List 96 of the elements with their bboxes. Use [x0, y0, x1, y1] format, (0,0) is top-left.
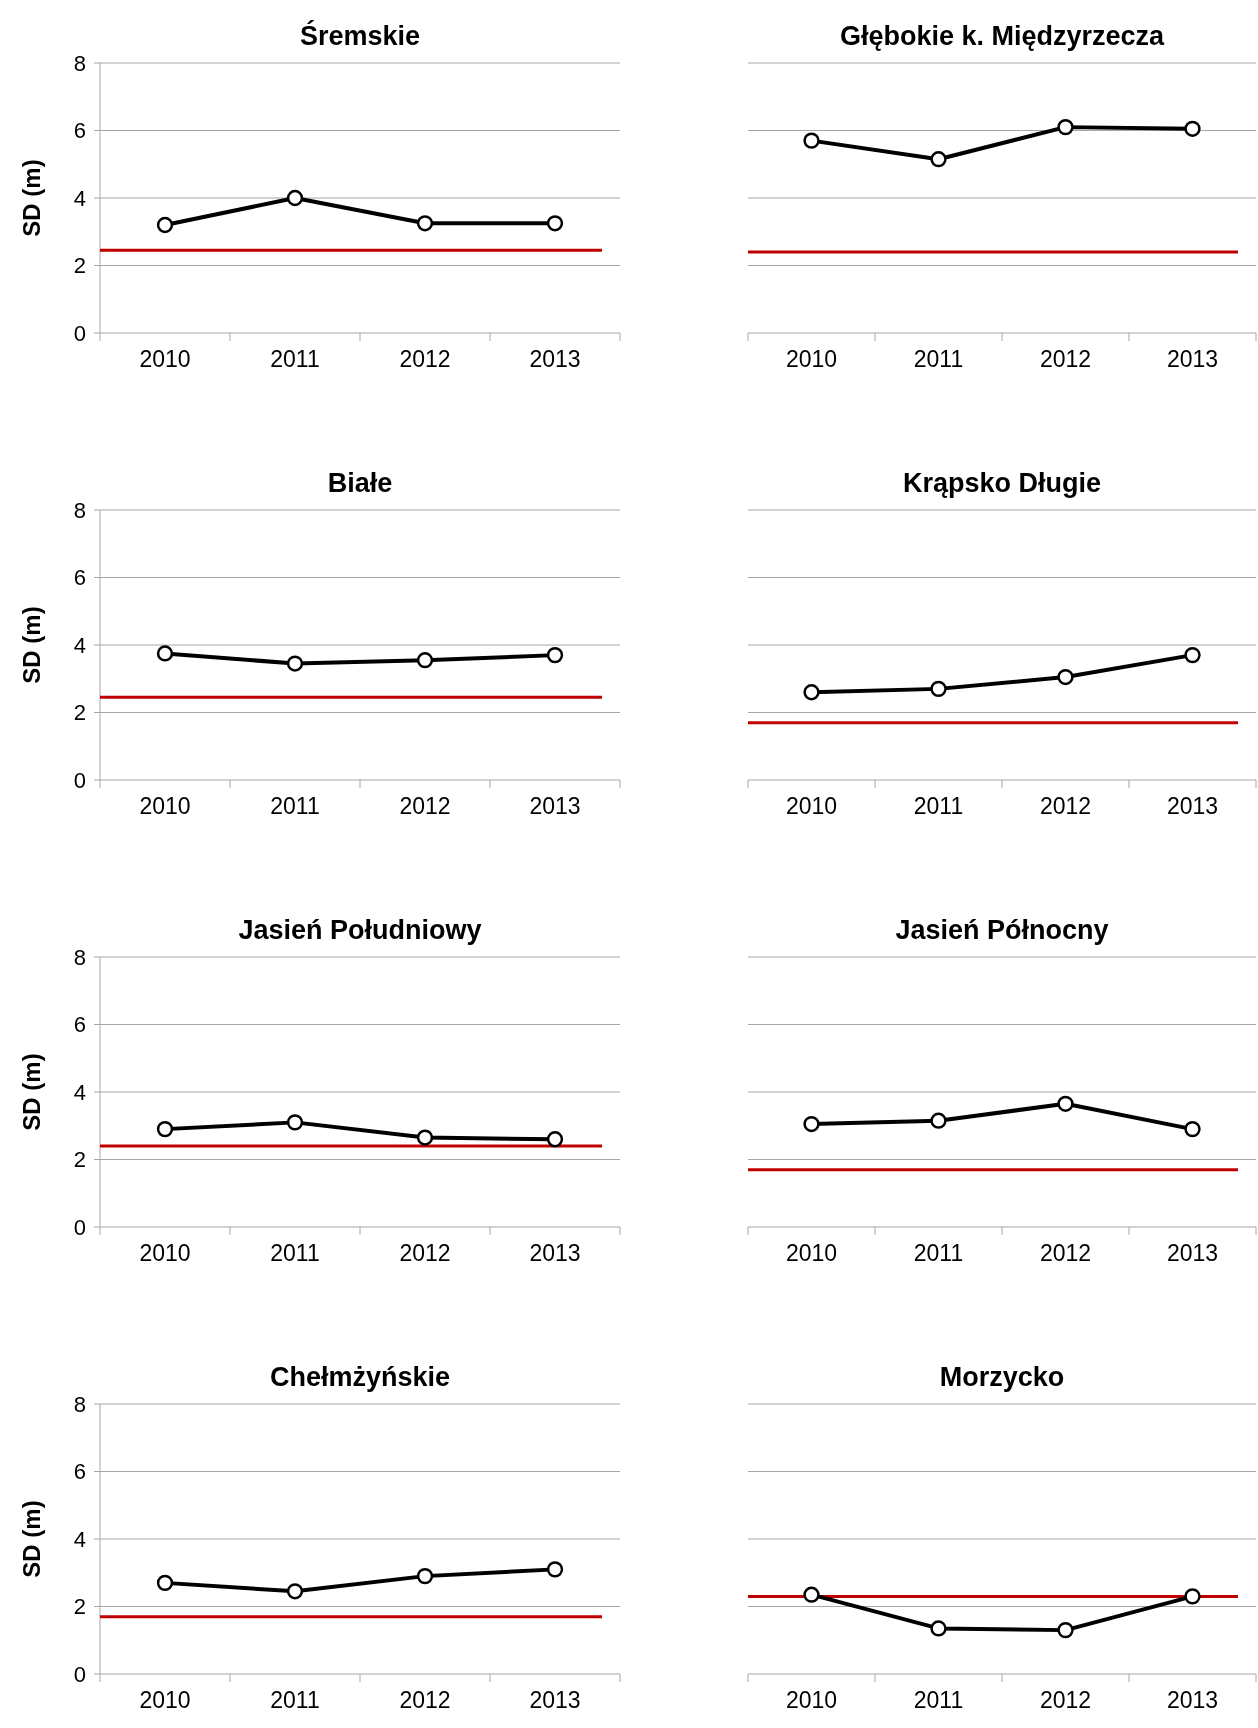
point — [803, 1115, 820, 1133]
point — [1184, 646, 1201, 664]
x-tick-label: 2011 — [913, 346, 964, 372]
point — [156, 645, 174, 662]
point — [1057, 1621, 1074, 1639]
x-tick-label: 2012 — [399, 1687, 451, 1713]
x-tick-label: 2011 — [913, 1687, 964, 1713]
x-tick-label: 2011 — [913, 1240, 964, 1266]
y-tick-label: 8 — [73, 497, 86, 523]
y-tick-label: 4 — [73, 1526, 86, 1552]
x-tick-label: 2011 — [270, 793, 320, 819]
point — [416, 1129, 434, 1146]
point — [930, 1112, 947, 1129]
x-tick-label: 2010 — [785, 346, 838, 372]
chart-title: Chełmżyńskie — [269, 1362, 451, 1392]
y-tick-label: 4 — [73, 1079, 86, 1105]
x-tick-label: 2010 — [785, 1687, 838, 1713]
y-tick-label: 6 — [73, 118, 86, 144]
point — [1184, 1588, 1201, 1605]
y-tick-label: 4 — [73, 185, 86, 211]
point — [546, 1561, 564, 1578]
chart-title: Głębokie k. Międzyrzecza — [839, 21, 1166, 51]
point — [546, 646, 564, 664]
point — [416, 1567, 434, 1585]
chart-title: Białe — [327, 468, 393, 498]
y-tick-label: 0 — [73, 320, 86, 346]
point — [286, 1114, 304, 1131]
y-tick-label: 0 — [73, 767, 86, 793]
y-axis-title: SD (m) — [18, 1053, 45, 1131]
point — [1057, 668, 1074, 686]
point — [803, 1586, 820, 1603]
x-tick-label: 2013 — [1166, 1687, 1219, 1713]
x-tick-label: 2013 — [529, 1687, 581, 1713]
chart-title: Jasień Południowy — [238, 915, 482, 945]
point — [1184, 120, 1201, 137]
x-tick-label: 2013 — [1166, 793, 1219, 819]
point — [286, 1583, 304, 1600]
x-tick-label: 2013 — [1166, 1240, 1219, 1266]
y-tick-label: 4 — [73, 632, 86, 658]
point — [546, 215, 564, 232]
chart-title: Śremskie — [299, 20, 421, 51]
point — [930, 680, 947, 698]
y-tick-label: 6 — [73, 565, 86, 591]
chart-title: Morzycko — [939, 1362, 1065, 1392]
chart-title: Krąpsko Długie — [902, 468, 1102, 498]
y-tick-label: 2 — [73, 253, 86, 279]
point — [156, 1120, 174, 1138]
x-tick-label: 2013 — [529, 793, 581, 819]
point — [416, 652, 434, 669]
y-axis-title: SD (m) — [18, 159, 45, 237]
point — [930, 1620, 947, 1637]
x-tick-label: 2012 — [1039, 1687, 1092, 1713]
x-tick-label: 2012 — [399, 1240, 451, 1266]
point — [1057, 1095, 1074, 1112]
x-tick-label: 2010 — [139, 1687, 191, 1713]
y-tick-label: 0 — [73, 1661, 86, 1687]
x-tick-label: 2012 — [399, 793, 451, 819]
y-tick-label: 0 — [73, 1214, 86, 1240]
point — [416, 215, 434, 232]
y-tick-label: 2 — [73, 1147, 86, 1173]
y-tick-label: 6 — [73, 1012, 86, 1038]
y-axis-title: SD (m) — [18, 1500, 45, 1578]
point — [156, 1574, 174, 1592]
point — [286, 655, 304, 672]
x-tick-label: 2010 — [785, 1240, 838, 1266]
x-tick-label: 2011 — [270, 1687, 320, 1713]
x-tick-label: 2011 — [270, 1240, 320, 1266]
point — [286, 189, 304, 207]
y-tick-label: 8 — [73, 944, 86, 970]
x-tick-label: 2012 — [399, 346, 451, 372]
x-tick-label: 2010 — [139, 1240, 191, 1266]
y-tick-label: 2 — [73, 1594, 86, 1620]
y-tick-label: 2 — [73, 700, 86, 726]
x-tick-label: 2013 — [529, 346, 581, 372]
x-tick-label: 2010 — [139, 346, 191, 372]
chart-title: Jasień Północny — [895, 915, 1109, 945]
y-tick-label: 8 — [73, 1391, 86, 1417]
point — [803, 684, 820, 701]
y-tick-label: 6 — [73, 1459, 86, 1485]
x-tick-label: 2012 — [1039, 793, 1092, 819]
x-tick-label: 2013 — [1166, 346, 1219, 372]
point — [546, 1131, 564, 1148]
x-tick-label: 2011 — [270, 346, 320, 372]
x-tick-label: 2011 — [913, 793, 964, 819]
point — [1057, 118, 1074, 136]
y-tick-label: 8 — [73, 50, 86, 76]
point — [156, 216, 174, 234]
y-axis-title: SD (m) — [18, 606, 45, 684]
x-tick-label: 2010 — [785, 793, 838, 819]
x-tick-label: 2010 — [139, 793, 191, 819]
x-tick-label: 2012 — [1039, 1240, 1092, 1266]
point — [930, 151, 947, 168]
point — [1184, 1120, 1201, 1138]
x-tick-label: 2012 — [1039, 346, 1092, 372]
x-tick-label: 2013 — [529, 1240, 581, 1266]
point — [803, 132, 820, 149]
